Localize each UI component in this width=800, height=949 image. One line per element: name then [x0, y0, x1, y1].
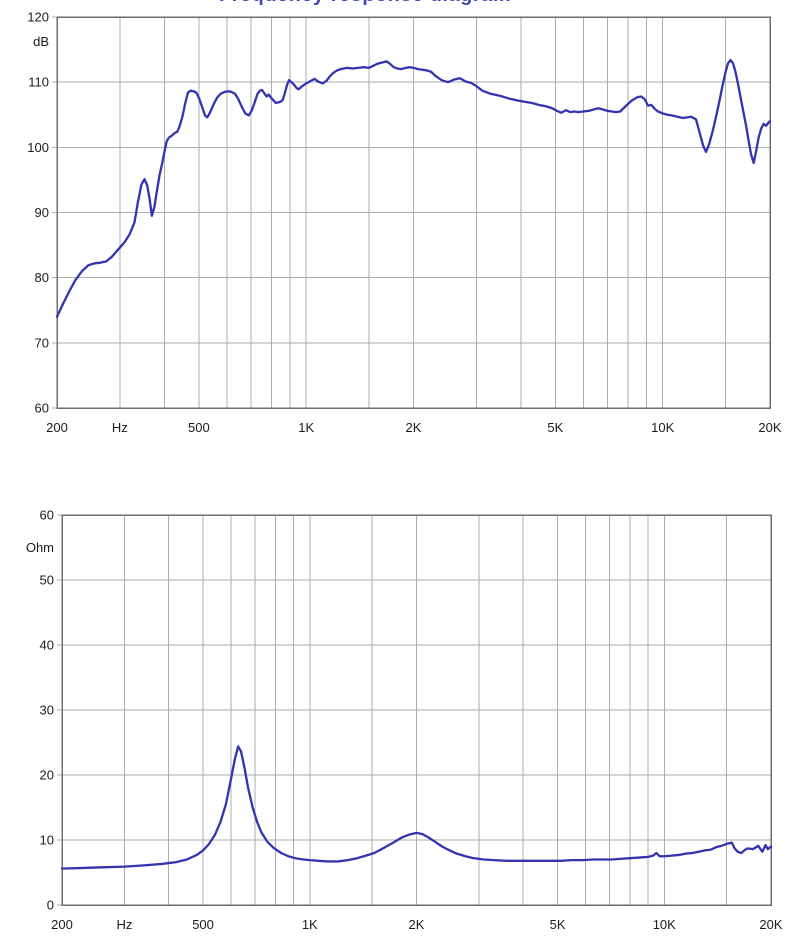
y-tick-label: 0 [47, 898, 54, 913]
y-tick-label: 10 [40, 833, 54, 848]
y-tick-label: 110 [28, 75, 49, 90]
x-tick-label: 2K [406, 420, 422, 435]
y-axis-unit-label: Ohm [26, 540, 54, 555]
y-tick-label: 70 [35, 335, 49, 350]
x-tick-label: 20K [759, 917, 782, 932]
plot-border [56, 16, 771, 409]
x-tick-label: 200 [46, 420, 68, 435]
page-title: Frequency response diagram [0, 0, 730, 7]
x-tick-label: 20K [758, 420, 781, 435]
frequency-response-chart: 120 110 100 90 80 70 60 dB 200 Hz 500 1K 2K 5K 10K 20K [27, 10, 782, 436]
plot-border [61, 514, 772, 906]
x-tick-label: 10K [653, 917, 676, 932]
y-tick-label: 60 [35, 401, 49, 416]
y-tick-label: 120 [27, 10, 49, 25]
impedance-curve [60, 745, 773, 870]
impedance-chart: 60 50 40 30 20 10 0 Ohm 200 Hz 500 1K 2K 5K 10K 20K [26, 508, 783, 933]
frequency-response-curve [55, 58, 772, 318]
y-axis-unit-label: dB [33, 34, 49, 49]
y-tick-label: 90 [35, 205, 49, 220]
y-tick-label: 30 [40, 703, 54, 718]
x-tick-label: 500 [188, 420, 210, 435]
x-tick-label: 500 [192, 917, 214, 932]
x-tick-label: 5K [547, 420, 563, 435]
x-tick-label: 200 [51, 917, 73, 932]
x-tick-label: 5K [550, 917, 566, 932]
x-tick-label: 1K [298, 420, 314, 435]
x-tick-label: Hz [116, 917, 132, 932]
y-tick-label: 50 [40, 573, 54, 588]
x-tick-label: 2K [409, 917, 425, 932]
x-tick-label: Hz [112, 420, 128, 435]
y-tick-label: 40 [40, 638, 54, 653]
y-tick-label: 60 [40, 508, 54, 523]
x-tick-label: 10K [651, 420, 674, 435]
y-tick-label: 20 [40, 768, 54, 783]
x-tick-label: 1K [302, 917, 318, 932]
y-tick-label: 100 [27, 140, 49, 155]
y-tick-label: 80 [35, 270, 49, 285]
